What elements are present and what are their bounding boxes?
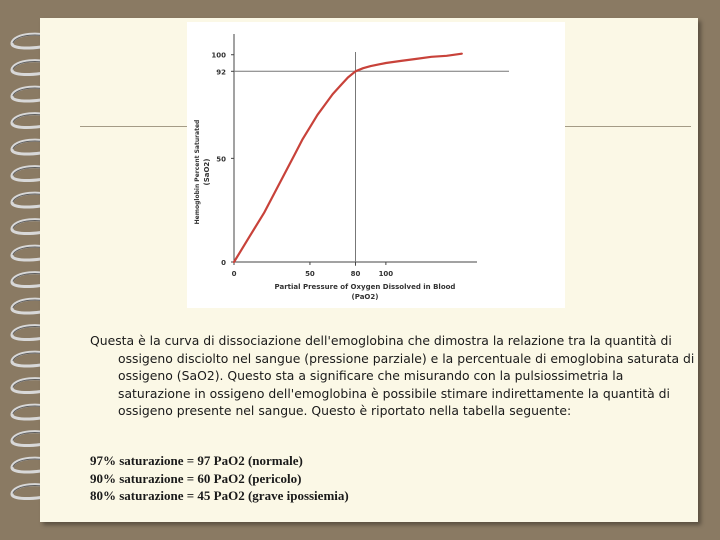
y-tick-label: 92 [216,68,226,76]
dissociation-curve [232,52,463,264]
saturation-list: 97% saturazione = 97 PaO2 (normale) 90% … [90,452,349,505]
x-axis-label-unit: (PaO2) [352,293,379,301]
chart-canvas: 0 50 92 100 0 50 80 100 Partial Pressure of Oxyg… [194,34,509,301]
saturation-item-danger: 90% saturazione = 60 PaO2 (pericolo) [90,470,302,486]
y-axis-label-unit: (SaO2) [203,159,211,186]
saturation-item-normal: 97% saturazione = 97 PaO2 (normale) [90,453,303,468]
oxygen-dissociation-chart: 0 50 92 100 0 50 80 100 Partial Pressure of Oxyg… [187,22,565,308]
x-tick-label: 0 [232,270,237,278]
saturation-item-severe: 80% saturazione = 45 PaO2 (grave ipossie… [90,488,349,503]
y-axis-label: Hemoglobin Percent Saturated [194,120,201,225]
x-tick-label: 50 [305,270,315,278]
divider-line-left [80,126,188,127]
x-axis-label: Partial Pressure of Oxygen Dissolved in … [275,283,456,291]
y-tick-label: 100 [211,52,226,60]
caption-paragraph: Questa è la curva di dissociazione dell'… [90,333,695,419]
x-tick-label: 100 [379,270,394,278]
y-tick-label: 0 [221,259,226,267]
divider-line-right [565,126,691,127]
y-tick-label: 50 [216,155,226,163]
x-tick-label: 80 [351,270,361,278]
